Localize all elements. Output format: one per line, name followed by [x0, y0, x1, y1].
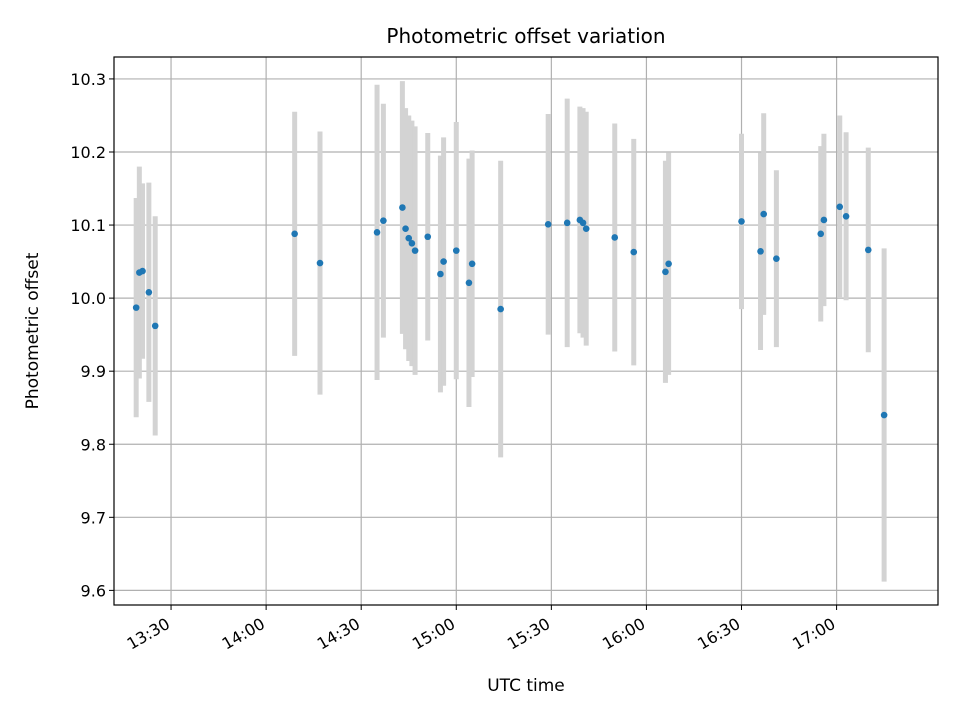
data-point — [411, 247, 419, 254]
data-point — [757, 248, 764, 255]
chart-title: Photometric offset variation — [386, 24, 665, 48]
data-point — [424, 233, 432, 241]
data-point — [468, 260, 476, 268]
y-axis-label: Photometric offset — [23, 252, 43, 409]
data-point — [738, 218, 745, 225]
points — [132, 203, 888, 419]
data-point — [563, 219, 571, 227]
plot-frame — [113, 56, 939, 606]
data-point — [465, 279, 473, 287]
data-point — [145, 288, 153, 296]
y-tick-label: 10.3 — [70, 70, 106, 89]
y-tick-label: 9.8 — [81, 435, 106, 454]
data-point — [842, 212, 850, 220]
data-point — [440, 258, 447, 265]
y-tick-label: 10.0 — [70, 289, 106, 308]
data-point — [405, 234, 413, 242]
data-point — [139, 267, 146, 275]
data-point — [316, 259, 324, 267]
data-point — [497, 305, 504, 313]
data-point — [582, 225, 590, 233]
data-point — [380, 217, 387, 224]
data-point — [402, 225, 409, 233]
data-point — [880, 411, 888, 419]
data-point — [452, 247, 460, 254]
data-point — [151, 322, 159, 330]
data-point — [132, 304, 140, 311]
data-point — [437, 270, 444, 278]
data-point — [630, 248, 638, 256]
y-tick-label: 10.1 — [70, 216, 106, 235]
data-point — [773, 255, 780, 262]
data-point — [611, 234, 619, 241]
data-point — [836, 203, 844, 211]
data-point — [291, 230, 298, 238]
y-tick-label: 10.2 — [70, 143, 106, 162]
data-point — [373, 229, 381, 236]
data-point — [579, 219, 587, 227]
data-point — [864, 246, 872, 254]
data-point — [544, 221, 552, 228]
grid — [114, 57, 938, 605]
data-point — [817, 230, 825, 238]
x-axis-label: UTC time — [487, 676, 565, 696]
data-point — [760, 210, 767, 218]
data-point — [662, 268, 669, 276]
y-tick-label: 9.9 — [81, 362, 106, 381]
y-tick-label: 9.6 — [81, 581, 106, 600]
data-point — [399, 204, 406, 211]
y-axis: 9.6 9.7 9.8 9.9 10.0 10.1 10.2 10.3 — [70, 70, 114, 600]
data-point — [408, 240, 416, 247]
y-tick-label: 9.7 — [81, 508, 106, 527]
data-point — [820, 216, 828, 224]
data-point — [665, 260, 672, 268]
